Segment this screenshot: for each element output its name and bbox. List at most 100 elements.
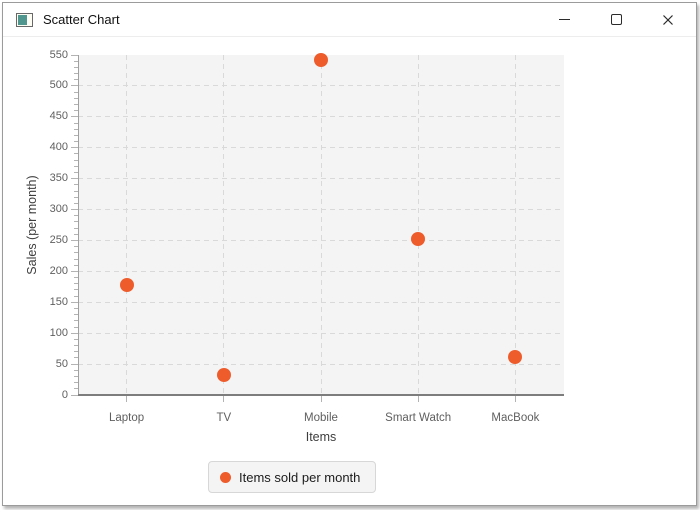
y-tick-minor [74,60,78,62]
y-tick-minor [74,134,78,136]
x-gridline [223,55,225,395]
y-tick-minor [74,357,78,359]
x-tick [417,395,419,402]
y-tick-major [71,178,78,180]
x-gridline [126,55,128,395]
title-bar[interactable]: Scatter Chart [3,3,696,37]
y-tick-minor [74,351,78,353]
minimize-button[interactable] [538,3,590,36]
y-tick-minor [74,171,78,173]
y-tick-minor [74,375,78,377]
y-tick-minor [74,388,78,390]
y-tick-minor [74,227,78,229]
legend-marker-icon [220,471,231,483]
y-tick-minor [74,165,78,167]
y-tick-label: 450 [49,110,68,123]
y-tick-major [71,85,78,87]
y-tick-label: 200 [49,264,68,277]
y-tick-minor [74,215,78,217]
y-tick-minor [74,314,78,316]
y-tick-label: 350 [49,172,68,185]
y-tick-minor [74,73,78,75]
y-tick-major [71,301,78,303]
y-tick-minor [74,264,78,266]
y-tick-major [71,270,78,272]
close-icon [663,14,673,25]
y-axis-title: Sales (per month) [25,175,39,275]
y-tick-minor [74,221,78,223]
y-tick-minor [74,320,78,322]
y-tick-major [71,54,78,56]
y-tick-label: 500 [49,79,68,92]
y-tick-minor [74,141,78,143]
x-axis-title: Items [305,430,337,444]
minimize-icon [558,19,570,20]
x-category-label: MacBook [491,412,540,424]
y-tick-minor [74,66,78,68]
y-tick-label: 150 [49,295,68,308]
y-tick-minor [74,382,78,384]
data-point [411,232,426,247]
y-tick-minor [74,345,78,347]
x-axis-line [78,394,564,396]
x-category-label: TV [216,412,232,424]
y-tick-minor [74,338,78,340]
x-category-label: Mobile [304,412,338,424]
data-point [216,368,231,383]
x-gridline [514,55,516,395]
y-tick-major [71,363,78,365]
y-tick-major [71,239,78,241]
y-tick-minor [74,369,78,371]
y-tick-minor [74,153,78,155]
y-tick-minor [74,97,78,99]
legend-label: Items sold per month [239,469,361,485]
maximize-icon [610,14,622,25]
y-tick-minor [74,110,78,112]
x-tick [126,395,128,402]
y-tick-minor [74,283,78,285]
y-tick-major [71,209,78,211]
y-tick-label: 50 [55,357,68,370]
x-tick [514,395,516,402]
y-tick-label: 0 [61,388,68,401]
window-title: Scatter Chart [43,12,120,27]
legend: Items sold per month [208,461,377,493]
y-tick-minor [74,277,78,279]
y-tick-minor [74,258,78,260]
y-tick-major [71,116,78,118]
x-gridline [417,55,419,395]
y-tick-major [71,147,78,149]
x-tick [320,395,322,402]
y-tick-major [71,394,78,396]
y-tick-minor [74,128,78,130]
y-axis-line [78,55,79,395]
y-tick-minor [74,295,78,297]
y-tick-label: 100 [49,326,68,339]
y-tick-minor [74,103,78,105]
data-point [314,52,328,67]
maximize-button[interactable] [590,3,642,36]
y-tick-label: 400 [49,141,68,154]
y-tick-minor [74,233,78,235]
y-tick-minor [74,159,78,161]
data-point [119,277,134,292]
window-controls [538,3,696,36]
app-icon [16,12,33,27]
y-tick-label: 250 [49,233,68,246]
y-tick-major [71,332,78,334]
y-tick-minor [74,246,78,248]
y-tick-minor [74,79,78,81]
close-button[interactable] [642,3,694,36]
y-tick-minor [74,196,78,198]
y-tick-minor [74,91,78,93]
y-tick-label: 300 [49,203,68,216]
y-tick-minor [74,190,78,192]
y-tick-minor [74,202,78,204]
y-tick-minor [74,307,78,309]
x-tick [223,395,225,402]
y-tick-minor [74,252,78,254]
y-tick-minor [74,122,78,124]
x-category-label: Laptop [109,412,145,424]
chart-canvas: Sales (per month) Items Items sold per m… [3,37,696,493]
